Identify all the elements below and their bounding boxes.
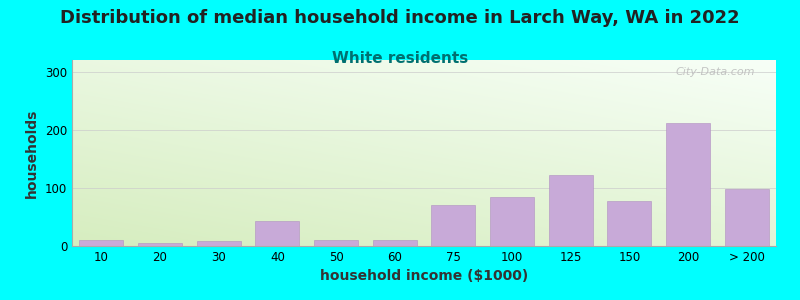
Text: Distribution of median household income in Larch Way, WA in 2022: Distribution of median household income … — [60, 9, 740, 27]
Bar — [314, 240, 358, 246]
Bar — [373, 240, 417, 246]
Bar — [431, 205, 475, 246]
X-axis label: household income ($1000): household income ($1000) — [320, 269, 528, 284]
Bar — [549, 175, 593, 246]
Bar — [138, 243, 182, 246]
Bar — [725, 189, 769, 246]
Bar — [490, 197, 534, 246]
Bar — [79, 240, 123, 246]
Bar — [666, 123, 710, 246]
Text: White residents: White residents — [332, 51, 468, 66]
Text: City-Data.com: City-Data.com — [675, 68, 755, 77]
Y-axis label: households: households — [26, 108, 39, 198]
Bar — [197, 241, 241, 246]
Bar — [607, 201, 651, 246]
Bar — [255, 221, 299, 246]
